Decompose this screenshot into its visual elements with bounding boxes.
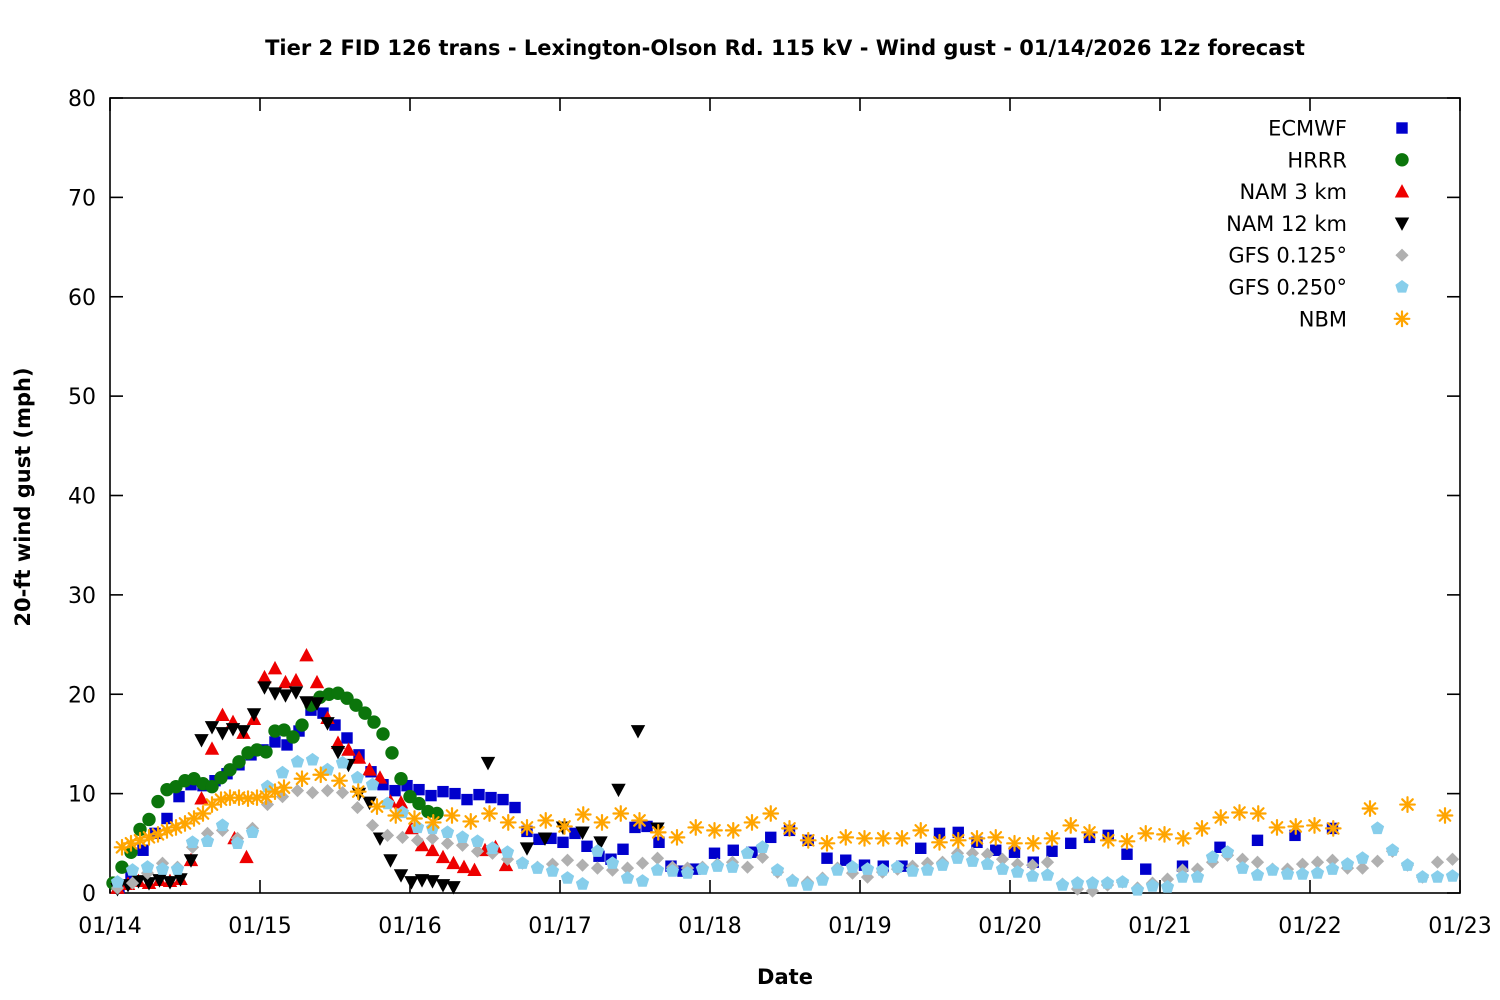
legend-label: GFS 0.125° [1228, 244, 1347, 268]
legend-label: NBM [1299, 307, 1347, 331]
series-hrrr [106, 686, 444, 890]
x-tick-label: 01/20 [978, 914, 1041, 939]
x-tick-label: 01/15 [228, 914, 291, 939]
y-axis-title: 20-ft wind gust (mph) [11, 367, 35, 626]
nam-3km-marker-icon [1394, 184, 1410, 198]
y-tick-label: 60 [68, 286, 96, 311]
plot-frame: 0 10 20 30 40 50 60 70 80 01/14 01/15 01/16 01/17 01/… [68, 87, 1492, 939]
series-nam-12km [110, 681, 665, 897]
y-tick-label: 10 [68, 783, 96, 808]
y-tick-label: 40 [68, 485, 96, 510]
hrrr-marker-icon [1395, 153, 1409, 167]
legend-label: NAM 12 km [1226, 212, 1347, 236]
x-tick-label: 01/18 [678, 914, 741, 939]
legend-label: NAM 3 km [1239, 180, 1347, 204]
ecmwf-marker-icon [1396, 122, 1408, 134]
x-tick-label: 01/23 [1428, 914, 1491, 939]
legend-item-hrrr: HRRR [1287, 148, 1409, 172]
series-nbm [113, 766, 1454, 856]
y-tick-label: 80 [68, 87, 96, 112]
x-tick-label: 01/14 [78, 914, 141, 939]
nam-12km-marker-icon [1394, 217, 1410, 231]
series-gfs-0125 [110, 784, 1460, 898]
x-tick-label: 01/16 [378, 914, 441, 939]
data-points-layer [106, 647, 1460, 898]
nbm-marker-icon [1393, 310, 1411, 328]
x-axis-title: Date [757, 965, 813, 989]
x-tick-label: 01/19 [828, 914, 891, 939]
legend-item-gfs-0250: GFS 0.250° [1228, 276, 1409, 300]
legend-item-nbm: NBM [1299, 307, 1411, 331]
gfs-0125-marker-icon [1395, 248, 1409, 262]
series-gfs-0250 [110, 752, 1460, 896]
series-nam-3km [110, 647, 514, 894]
legend-item-gfs-0125: GFS 0.125° [1228, 244, 1409, 268]
legend-item-ecmwf: ECMWF [1268, 117, 1408, 141]
y-tick-label: 0 [82, 882, 96, 907]
x-tick-label: 01/22 [1278, 914, 1341, 939]
legend-label: HRRR [1287, 148, 1347, 172]
legend-label: ECMWF [1268, 117, 1347, 141]
gfs-0250-marker-icon [1395, 280, 1409, 293]
chart-legend: ECMWF HRRR NAM 3 km NAM 12 km GFS 0.125° GFS … [1226, 117, 1411, 331]
y-tick-label: 20 [68, 683, 96, 708]
legend-item-nam-12km: NAM 12 km [1226, 212, 1410, 236]
legend-label: GFS 0.250° [1228, 276, 1347, 300]
y-tick-label: 50 [68, 385, 96, 410]
x-tick-label: 01/21 [1128, 914, 1191, 939]
legend-item-nam-3km: NAM 3 km [1239, 180, 1410, 204]
x-tick-label: 01/17 [528, 914, 591, 939]
y-tick-label: 30 [68, 584, 96, 609]
chart-title: Tier 2 FID 126 trans - Lexington-Olson R… [265, 36, 1305, 60]
y-tick-label: 70 [68, 186, 96, 211]
